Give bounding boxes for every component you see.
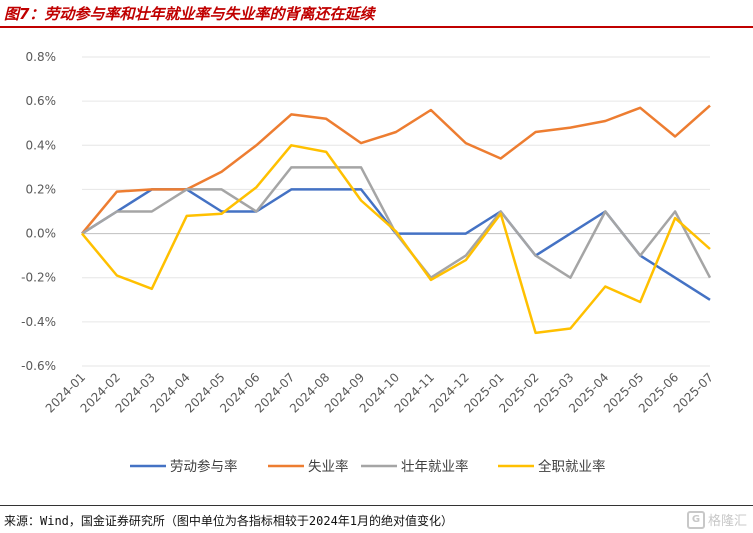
grid-layer bbox=[82, 56, 710, 367]
series-line-1 bbox=[81, 188, 711, 301]
y-tick-label: -0.6% bbox=[21, 359, 56, 373]
series-line-4 bbox=[81, 144, 711, 335]
series-layer bbox=[81, 104, 712, 335]
y-tick-label: 0.4% bbox=[26, 138, 57, 152]
figure-title-bar: 图7：劳动参与率和壮年就业率与失业率的背离还在延续 bbox=[0, 0, 753, 28]
series-line-2 bbox=[81, 104, 711, 235]
series-line-3 bbox=[81, 166, 712, 279]
chart-area: -0.6% -0.4% -0.2% 0.0% 0.2% 0.4% 0.6% 0.8% 2024… bbox=[0, 30, 753, 500]
legend: 劳动参与率 失业率 壮年就业率 全职就业率 bbox=[130, 458, 606, 475]
figure-title: 图7：劳动参与率和壮年就业率与失业率的背离还在延续 bbox=[4, 5, 375, 23]
legend-label: 劳动参与率 bbox=[170, 458, 238, 475]
figure-footer: 来源：Wind，国金证券研究所（图中单位为各指标相较于2024年1月的绝对值变化… bbox=[0, 505, 753, 533]
y-tick-label: 0.6% bbox=[26, 94, 57, 108]
x-axis-tick-labels: 2024-012024-022024-032024-042024-052024-… bbox=[43, 370, 716, 415]
line-chart: -0.6% -0.4% -0.2% 0.0% 0.2% 0.4% 0.6% 0.8% 2024… bbox=[21, 50, 716, 475]
legend-label: 全职就业率 bbox=[538, 458, 606, 475]
watermark: G 格隆汇 bbox=[686, 510, 747, 529]
y-tick-label: -0.2% bbox=[21, 271, 56, 285]
source-note: 来源：Wind，国金证券研究所（图中单位为各指标相较于2024年1月的绝对值变化… bbox=[4, 514, 454, 528]
y-tick-label: 0.8% bbox=[26, 50, 57, 64]
watermark-logo-icon: G bbox=[686, 510, 705, 529]
legend-label: 壮年就业率 bbox=[401, 458, 469, 475]
legend-label: 失业率 bbox=[308, 458, 349, 475]
watermark-text: 格隆汇 bbox=[707, 514, 747, 529]
y-tick-label: 0.2% bbox=[26, 182, 57, 196]
y-tick-label: 0.0% bbox=[26, 227, 57, 241]
y-axis-tick-labels: -0.6% -0.4% -0.2% 0.0% 0.2% 0.4% 0.6% 0.8% bbox=[21, 50, 56, 373]
y-tick-label: -0.4% bbox=[21, 315, 56, 329]
